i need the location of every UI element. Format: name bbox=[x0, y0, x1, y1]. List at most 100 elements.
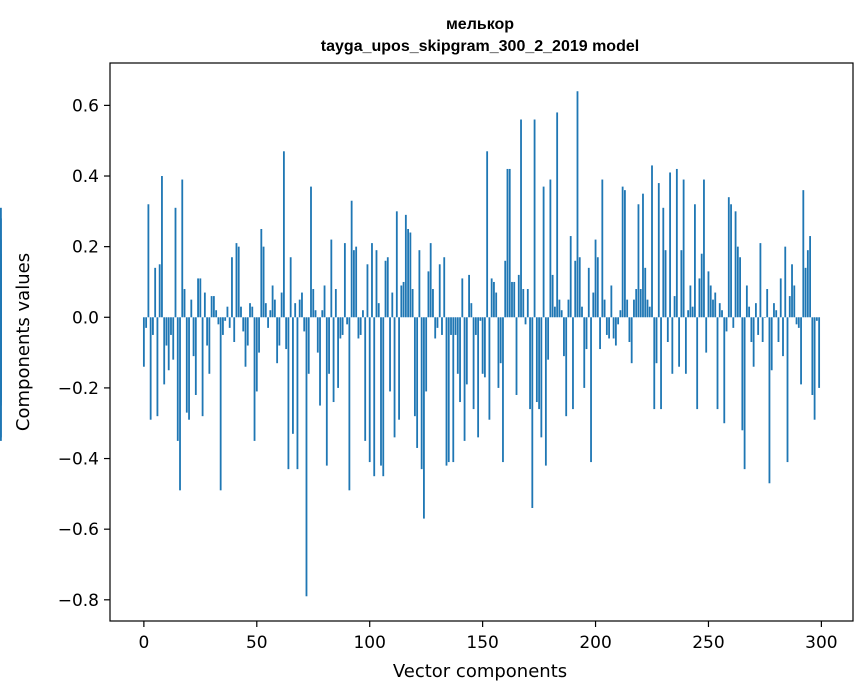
bar-119 bbox=[411, 289, 414, 318]
bar-131 bbox=[438, 264, 441, 318]
bar-22 bbox=[192, 317, 195, 357]
bar-38 bbox=[228, 317, 231, 328]
bar-217 bbox=[633, 299, 635, 318]
y-tick-label: −0.4 bbox=[58, 450, 99, 470]
x-tick-label: 300 bbox=[805, 633, 837, 653]
bar-62 bbox=[282, 151, 285, 318]
bar-18 bbox=[183, 289, 186, 318]
bar-249 bbox=[705, 317, 708, 353]
bar-3 bbox=[149, 317, 152, 420]
bar-52 bbox=[260, 228, 263, 318]
bar-26 bbox=[201, 317, 204, 417]
x-tick-label: 0 bbox=[138, 633, 149, 653]
bar-45 bbox=[244, 317, 247, 367]
bar-253 bbox=[714, 292, 717, 318]
bar-192 bbox=[576, 91, 579, 318]
bar-157 bbox=[497, 317, 500, 388]
bar-163 bbox=[511, 281, 513, 318]
bar-104 bbox=[377, 303, 380, 318]
bar-295 bbox=[809, 236, 811, 318]
bar-206 bbox=[608, 317, 610, 339]
bar-186 bbox=[563, 317, 565, 357]
bar-178 bbox=[544, 317, 547, 466]
bar-25 bbox=[199, 278, 202, 318]
bar-100 bbox=[368, 317, 371, 463]
bar-132 bbox=[441, 317, 443, 335]
bar-71 bbox=[303, 317, 306, 332]
bar-40 bbox=[233, 317, 236, 342]
bar-31 bbox=[212, 296, 215, 318]
bar-145 bbox=[470, 303, 473, 318]
bar-118 bbox=[409, 232, 412, 318]
bar-258 bbox=[725, 317, 728, 332]
bar-214 bbox=[626, 299, 629, 318]
bar-291 bbox=[800, 317, 802, 385]
bar-121 bbox=[416, 317, 419, 448]
bar-50 bbox=[255, 317, 258, 392]
bar-37 bbox=[226, 306, 229, 318]
bar-54 bbox=[264, 303, 267, 318]
bar-102 bbox=[373, 317, 376, 477]
bar-297 bbox=[813, 317, 816, 420]
bar-139 bbox=[456, 317, 459, 374]
bar-122 bbox=[418, 250, 421, 318]
bar-123 bbox=[420, 317, 423, 470]
bar-101 bbox=[371, 243, 373, 318]
bar-273 bbox=[759, 243, 762, 318]
bar-254 bbox=[716, 317, 719, 410]
bar-57 bbox=[271, 285, 274, 318]
bar-96 bbox=[359, 317, 362, 335]
bar-39 bbox=[231, 257, 233, 318]
bar-7 bbox=[158, 264, 161, 318]
bar-138 bbox=[454, 317, 457, 335]
bar-148 bbox=[477, 317, 480, 438]
bar-277 bbox=[768, 317, 771, 484]
bar-264 bbox=[739, 257, 741, 318]
bar-111 bbox=[393, 317, 396, 438]
bar-218 bbox=[635, 289, 638, 318]
bar-268 bbox=[748, 306, 751, 318]
x-axis-label: Vector components bbox=[393, 661, 567, 682]
bar-220 bbox=[639, 289, 642, 318]
bar-59 bbox=[276, 317, 279, 364]
bar-299 bbox=[818, 317, 821, 388]
bar-290 bbox=[797, 317, 800, 328]
y-tick-label: −0.2 bbox=[58, 379, 99, 399]
bar-281 bbox=[777, 317, 780, 342]
bar-158 bbox=[499, 317, 502, 364]
bar-231 bbox=[664, 250, 667, 318]
bar-46 bbox=[246, 317, 249, 346]
bar-149 bbox=[479, 317, 482, 321]
bar-270 bbox=[752, 317, 755, 367]
bar-97 bbox=[362, 310, 364, 318]
bar-196 bbox=[585, 317, 588, 350]
bar-74 bbox=[310, 186, 312, 318]
bar-80 bbox=[323, 285, 326, 318]
bar-156 bbox=[495, 292, 498, 318]
bar-68 bbox=[296, 317, 299, 470]
bar-219 bbox=[637, 204, 640, 318]
x-axis: 0 50 100 150 200 250 300 bbox=[138, 621, 838, 653]
bar-207 bbox=[610, 285, 613, 318]
bar-191 bbox=[574, 260, 577, 318]
x-tick-label: 150 bbox=[466, 633, 498, 653]
bar-275 bbox=[764, 317, 766, 318]
bar-125 bbox=[425, 317, 428, 392]
bar-203 bbox=[601, 179, 604, 318]
bar-undefined bbox=[0, 253, 2, 318]
bar-67 bbox=[294, 303, 297, 318]
bar-8 bbox=[161, 176, 163, 318]
bar-107 bbox=[384, 260, 387, 318]
bar-265 bbox=[741, 317, 744, 431]
plot-frame bbox=[109, 62, 854, 622]
bar-174 bbox=[535, 317, 538, 403]
bar-133 bbox=[443, 257, 446, 318]
bar-289 bbox=[795, 317, 798, 325]
y-tick-label: −0.8 bbox=[58, 591, 99, 611]
bar-150 bbox=[481, 317, 484, 374]
bar-64 bbox=[287, 317, 290, 470]
bar-4 bbox=[152, 317, 154, 335]
bar-172 bbox=[531, 317, 534, 508]
bar-99 bbox=[366, 264, 369, 318]
bar-154 bbox=[490, 278, 493, 318]
